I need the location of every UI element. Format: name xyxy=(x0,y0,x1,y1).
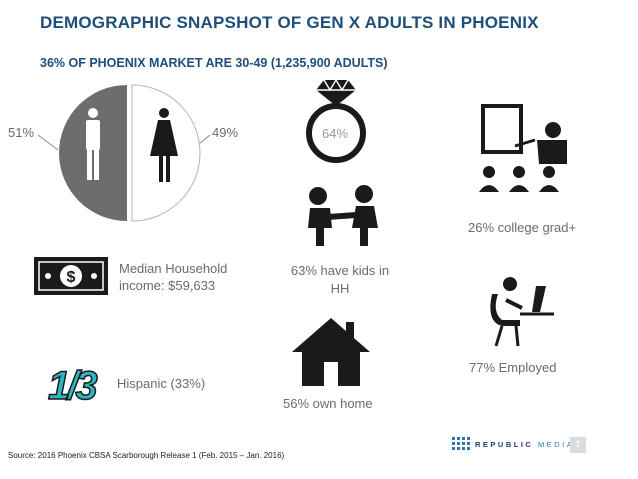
woman-icon xyxy=(150,108,178,182)
male-leader-line xyxy=(37,134,59,151)
house-icon xyxy=(292,318,370,386)
kids-label: 63% have kids in HH xyxy=(290,263,390,296)
money-icon: $ xyxy=(34,257,108,295)
republic-media-logo-icon xyxy=(452,437,470,450)
page-subtitle: 36% OF PHOENIX MARKET ARE 30-49 (1,235,9… xyxy=(40,56,388,70)
married-percentage: 64% xyxy=(322,126,349,141)
classroom-icon xyxy=(479,104,567,192)
ring-icon xyxy=(306,79,366,163)
female-percentage: 49% xyxy=(212,125,239,140)
gender-pie-chart xyxy=(37,84,211,222)
man-icon xyxy=(86,108,100,180)
one-third-graphic: 1/3 xyxy=(47,363,98,409)
home-label: 56% own home xyxy=(283,396,373,411)
source-citation: Source: 2016 Phoenix CBSA Scarborough Re… xyxy=(8,451,285,460)
hispanic-label: Hispanic (33%) xyxy=(117,376,206,391)
page-number: 7 xyxy=(570,437,586,453)
male-slice xyxy=(59,85,127,221)
college-label: 26% college grad+ xyxy=(468,220,577,235)
kids-icon xyxy=(308,185,378,246)
employed-icon xyxy=(490,277,554,347)
male-percentage: 51% xyxy=(8,125,35,140)
brand-name: REPUBLIC MEDIA xyxy=(475,440,575,449)
page-title: DEMOGRAPHIC SNAPSHOT OF GEN X ADULTS IN … xyxy=(40,13,539,32)
income-label: Median Household income: $59,633 xyxy=(119,261,228,293)
svg-text:$: $ xyxy=(67,269,76,286)
employed-label: 77% Employed xyxy=(469,360,557,375)
